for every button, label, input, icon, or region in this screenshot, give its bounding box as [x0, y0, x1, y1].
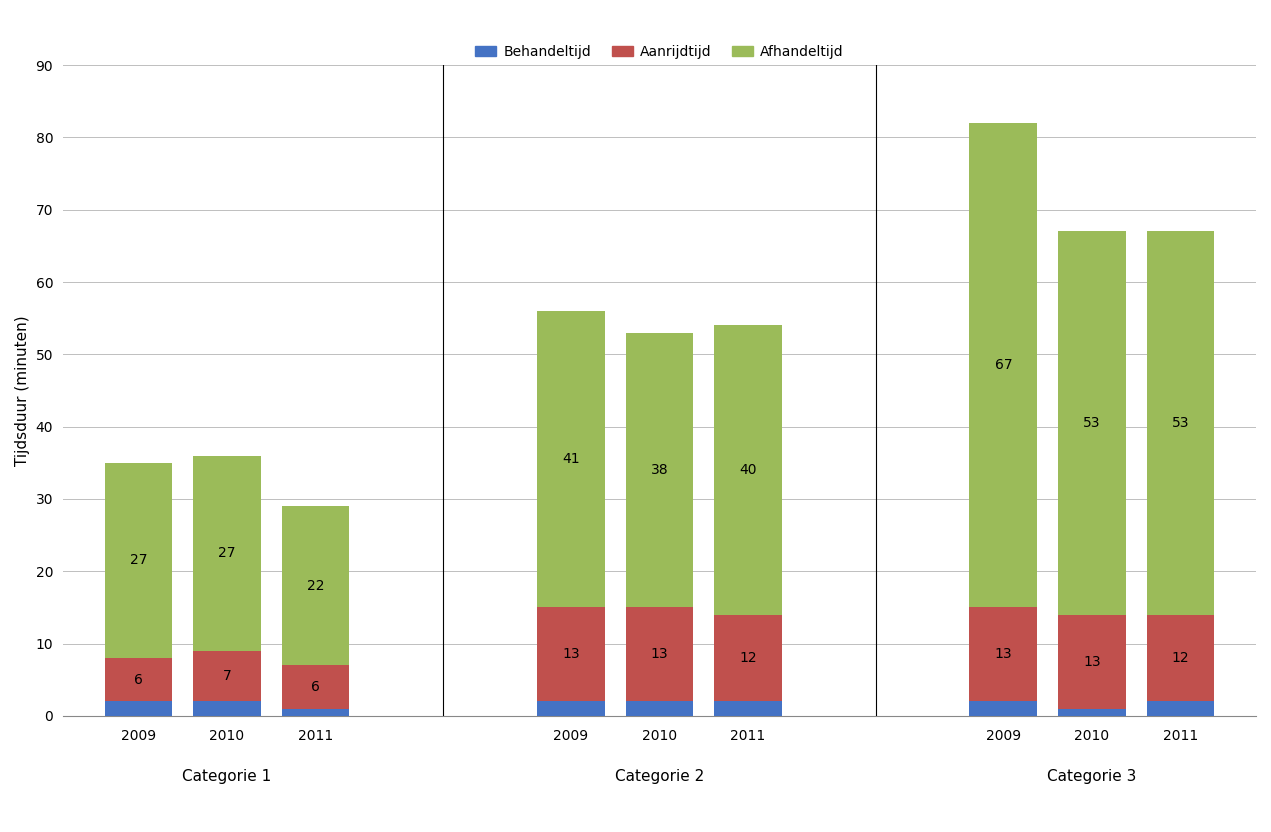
Bar [1057, 709, 1126, 716]
Text: 6: 6 [133, 673, 142, 686]
Text: 13: 13 [994, 647, 1012, 661]
Y-axis label: Tijdsduur (minuten): Tijdsduur (minuten) [15, 315, 31, 466]
Bar [1146, 615, 1214, 701]
Text: 27: 27 [219, 547, 235, 560]
Text: 53: 53 [1083, 416, 1101, 430]
Bar [714, 701, 782, 716]
Text: 53: 53 [1172, 416, 1190, 430]
Bar [282, 666, 350, 709]
Text: 12: 12 [740, 651, 756, 665]
Bar [970, 607, 1037, 701]
Bar [538, 311, 605, 607]
Bar [625, 607, 693, 701]
Bar [714, 615, 782, 701]
Bar [1146, 231, 1214, 615]
Bar [282, 709, 350, 716]
Bar [538, 701, 605, 716]
Bar [282, 506, 350, 666]
Bar [538, 607, 605, 701]
Bar [193, 701, 261, 716]
Text: 41: 41 [562, 453, 580, 466]
Bar [104, 701, 173, 716]
Bar [1057, 615, 1126, 709]
Bar [1146, 701, 1214, 716]
Text: 7: 7 [222, 669, 231, 683]
Text: 38: 38 [651, 463, 669, 477]
Text: 13: 13 [651, 647, 669, 661]
Bar [970, 701, 1037, 716]
Text: Categorie 1: Categorie 1 [183, 769, 272, 784]
Bar [625, 701, 693, 716]
Bar [193, 651, 261, 701]
Text: Categorie 3: Categorie 3 [1047, 769, 1136, 784]
Bar [104, 658, 173, 701]
Bar [193, 456, 261, 651]
Bar [970, 123, 1037, 607]
Bar [1057, 231, 1126, 615]
Text: 13: 13 [1083, 655, 1101, 669]
Bar [104, 463, 173, 658]
Text: 40: 40 [740, 463, 756, 477]
Text: 27: 27 [130, 553, 147, 567]
Text: Categorie 2: Categorie 2 [615, 769, 704, 784]
Bar [625, 333, 693, 607]
Text: 13: 13 [562, 647, 580, 661]
Text: 6: 6 [311, 680, 320, 694]
Legend: Behandeltijd, Aanrijdtijd, Afhandeltijd: Behandeltijd, Aanrijdtijd, Afhandeltijd [470, 39, 849, 65]
Text: 22: 22 [306, 579, 324, 592]
Bar [714, 325, 782, 615]
Text: 12: 12 [1172, 651, 1190, 665]
Text: 67: 67 [994, 359, 1012, 372]
